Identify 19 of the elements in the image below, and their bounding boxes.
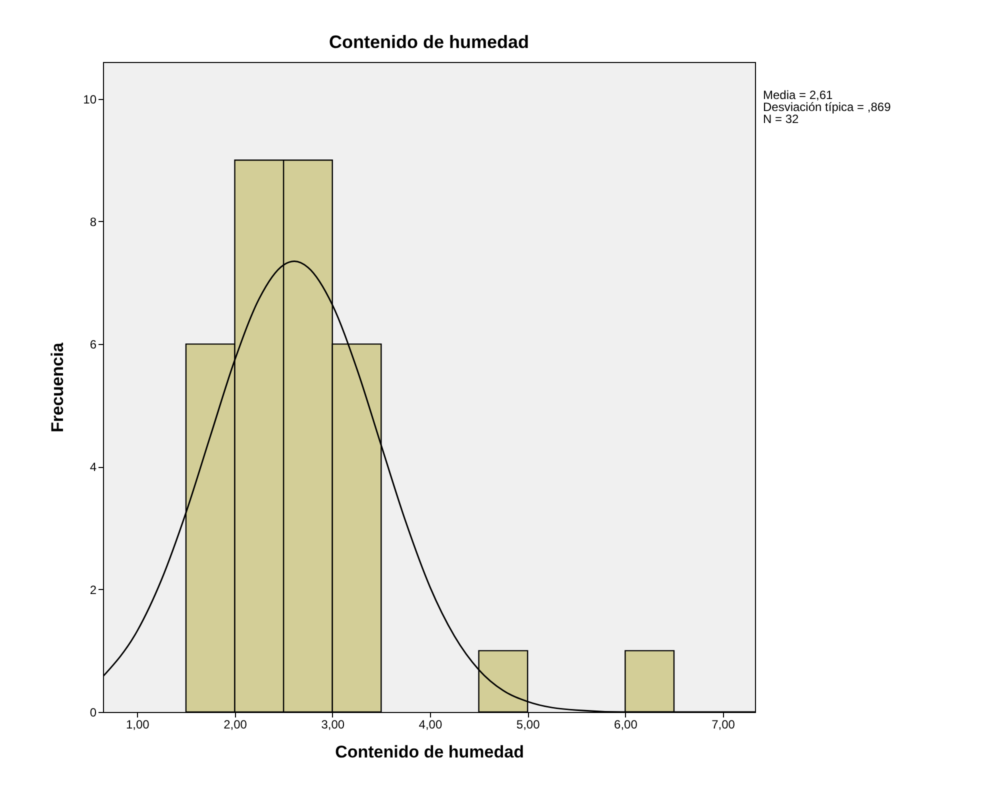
chart-title: Contenido de humedad <box>329 32 529 52</box>
x-tick-label: 4,00 <box>418 718 442 732</box>
text: Desviación típica = ,869 <box>763 100 892 114</box>
y-tick-label: 2 <box>90 582 97 597</box>
text: Media = 2,61 <box>763 88 834 102</box>
x-tick-label: 6,00 <box>614 718 638 732</box>
y-tick-label: 4 <box>90 460 97 474</box>
y-axis-title: Frecuencia <box>48 342 68 432</box>
x-tick-label: 2,00 <box>224 718 248 732</box>
x-tick-label: 7,00 <box>712 718 736 732</box>
y-tick-label: 10 <box>83 92 97 106</box>
text: N = 32 <box>763 112 800 126</box>
x-tick-label: 3,00 <box>321 718 345 732</box>
y-tick-label: 8 <box>90 214 97 229</box>
y-tick-label: 0 <box>90 706 97 720</box>
x-tick-label: 5,00 <box>516 718 540 732</box>
x-tick-label: 1,00 <box>126 718 150 732</box>
x-axis-title: Contenido de humedad <box>335 742 524 762</box>
y-tick-label: 6 <box>90 338 97 352</box>
